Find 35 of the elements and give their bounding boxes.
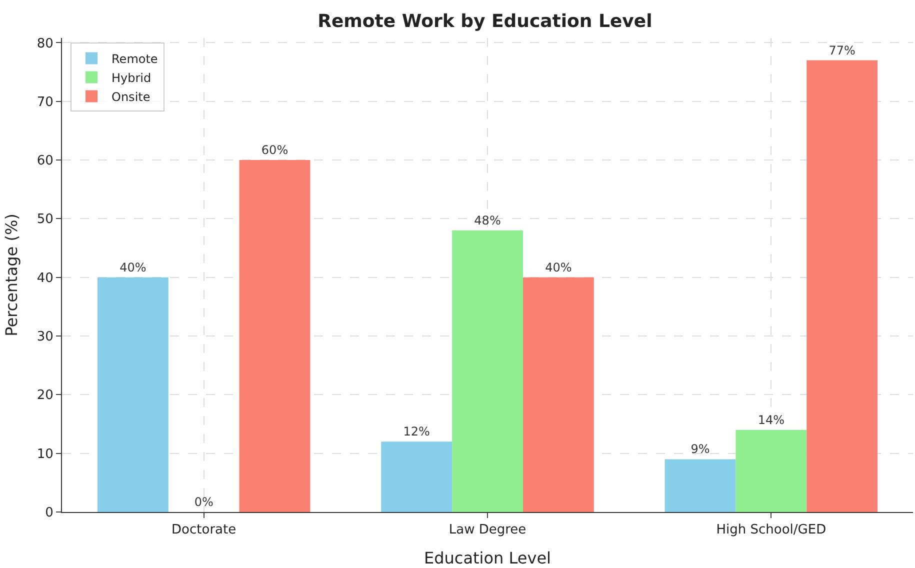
legend-label: Hybrid	[112, 70, 152, 85]
y-tick-label: 80	[36, 36, 54, 52]
y-tick-label: 60	[36, 154, 54, 169]
bar	[381, 442, 452, 512]
bar	[452, 230, 523, 512]
x-tick-label: Law Degree	[448, 522, 526, 538]
y-tick-label: 70	[36, 94, 54, 110]
y-tick-label: 0	[45, 506, 54, 521]
bar	[806, 60, 878, 512]
legend-label: Remote	[112, 52, 158, 66]
y-tick-label: 30	[36, 330, 54, 345]
chart-title: Remote Work by Education Level	[318, 10, 652, 32]
data-label: 9%	[690, 442, 710, 456]
y-axis-title: Percentage (%)	[2, 214, 21, 336]
data-label: 0%	[194, 495, 214, 509]
data-label: 40%	[120, 260, 146, 274]
x-tick-label: Doctorate	[172, 522, 236, 538]
bar	[736, 430, 807, 512]
data-label: 12%	[403, 424, 430, 439]
data-label: 77%	[828, 43, 856, 58]
data-label: 60%	[261, 143, 288, 158]
data-label: 14%	[758, 412, 785, 427]
legend-label: Onsite	[112, 90, 150, 104]
data-label: 40%	[545, 260, 572, 274]
bar	[239, 160, 310, 512]
data-label: 48%	[474, 213, 501, 228]
y-tick-label: 40	[36, 270, 54, 286]
bar	[664, 459, 736, 512]
bar	[97, 277, 168, 512]
y-tick-label: 50	[36, 212, 54, 228]
y-tick-label: 10	[36, 446, 54, 462]
x-axis-title: Education Level	[424, 548, 551, 568]
x-tick-label: High School/GED	[716, 522, 826, 538]
y-tick-label: 20	[36, 388, 54, 404]
bar	[522, 277, 594, 512]
